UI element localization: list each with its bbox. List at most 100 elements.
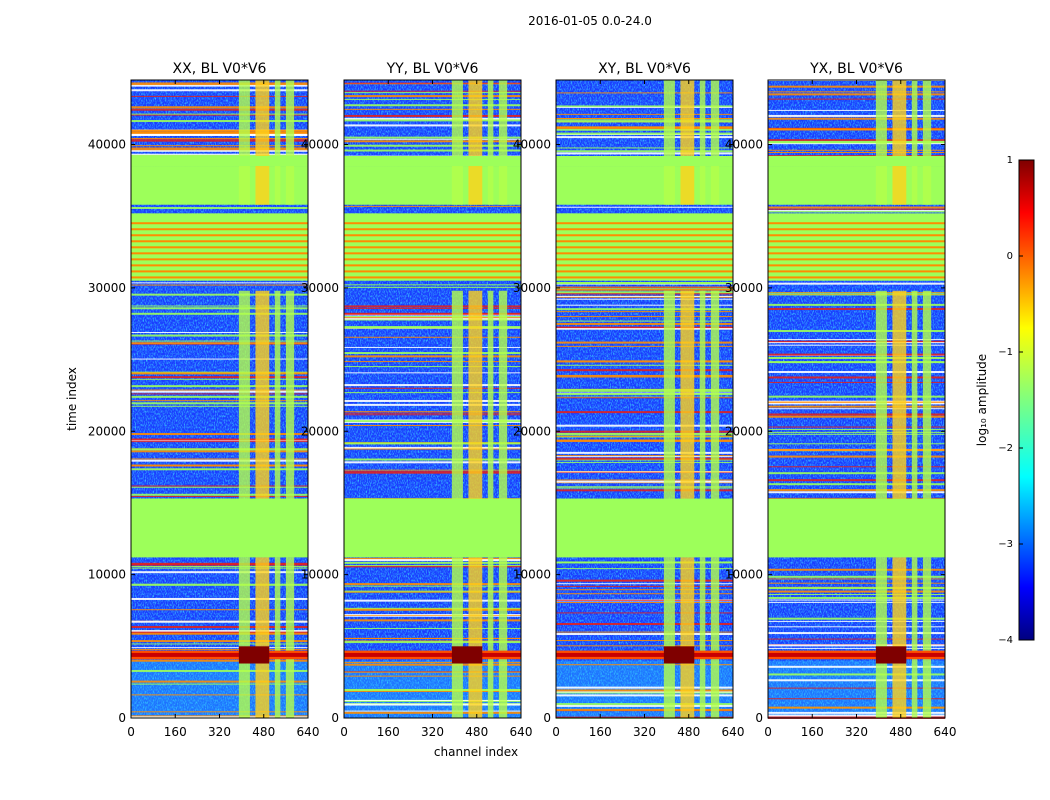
time-streak	[131, 647, 308, 649]
time-streak	[768, 381, 945, 383]
time-streak	[131, 390, 308, 393]
flagged-block	[344, 155, 521, 167]
rfi-band	[498, 290, 508, 499]
rfi-band	[285, 290, 295, 499]
time-streak	[131, 640, 308, 643]
time-streak	[344, 690, 521, 692]
time-streak	[131, 571, 308, 574]
rfi-band	[922, 166, 932, 205]
time-streak	[131, 584, 308, 586]
x-tick-label: 160	[589, 725, 612, 739]
time-streak	[768, 617, 945, 620]
time-streak	[344, 104, 521, 107]
time-streak	[556, 374, 733, 376]
time-streak	[131, 358, 308, 360]
time-streak	[344, 599, 521, 602]
time-streak	[768, 593, 945, 595]
y-tick-label: 0	[543, 711, 551, 725]
time-streak	[768, 356, 945, 359]
time-streak	[131, 566, 308, 568]
time-streak	[556, 291, 733, 294]
rfi-band	[699, 80, 706, 156]
time-streak	[344, 565, 521, 567]
time-streak	[131, 450, 308, 453]
time-streak	[344, 355, 521, 358]
rfi-band	[911, 80, 918, 156]
y-tick-label: 40000	[301, 138, 339, 152]
time-streak	[556, 471, 733, 473]
time-streak	[344, 627, 521, 629]
colorbar-tick-label: 0	[1007, 251, 1013, 262]
time-streak	[131, 669, 308, 672]
colorbar: 1 0 −1 −2 −3 −4 log₁₀ amplitude	[975, 155, 1035, 646]
time-streak	[131, 393, 308, 395]
time-streak	[556, 118, 733, 120]
rfi-band	[274, 80, 281, 156]
time-streak	[768, 587, 945, 590]
heatmap-panel: XY, BL V0*V6 0 160 320 480 640 0 10000 20000 3000…	[513, 61, 745, 739]
rfi-band	[451, 166, 463, 205]
time-streak	[556, 694, 733, 697]
panel-title: XY, BL V0*V6	[598, 61, 691, 77]
time-streak	[768, 590, 945, 593]
rfi-band	[498, 80, 508, 156]
y-tick-label: 0	[755, 711, 763, 725]
time-streak	[131, 305, 308, 307]
time-streak	[556, 375, 733, 378]
bright-band-core	[131, 652, 308, 657]
flagged-block	[131, 155, 308, 167]
time-streak	[131, 307, 308, 310]
flagged-block	[768, 155, 945, 167]
time-streak	[768, 489, 945, 492]
time-streak	[768, 601, 945, 603]
time-streak	[768, 292, 945, 294]
rfi-band	[875, 557, 887, 718]
time-streak	[131, 620, 308, 623]
rfi-band	[663, 290, 675, 499]
flagged-block	[768, 498, 945, 558]
bright-rfi-peak	[663, 646, 695, 664]
time-streak	[131, 562, 308, 565]
time-streak	[344, 124, 521, 127]
rfi-band	[680, 166, 695, 205]
time-streak	[344, 585, 521, 587]
time-streak	[131, 334, 308, 337]
time-streak	[344, 140, 521, 143]
time-streak	[344, 688, 521, 691]
time-streak	[344, 469, 521, 471]
panel-title: XX, BL V0*V6	[173, 61, 267, 77]
time-streak	[768, 401, 945, 403]
time-streak	[768, 294, 945, 296]
time-streak	[556, 393, 733, 396]
time-streak	[556, 326, 733, 329]
time-streak	[131, 567, 308, 569]
time-streak	[768, 413, 945, 416]
time-streak	[556, 430, 733, 433]
time-streak	[556, 286, 733, 288]
time-streak	[768, 415, 945, 418]
rfi-band	[911, 557, 918, 718]
x-tick-label: 320	[845, 725, 868, 739]
time-streak	[131, 120, 308, 123]
x-tick-label: 0	[340, 725, 348, 739]
heatmap-low-band	[131, 660, 308, 718]
time-streak	[344, 640, 521, 642]
rfi-band	[487, 290, 494, 499]
time-streak	[344, 284, 521, 286]
time-streak	[768, 361, 945, 364]
time-streak	[556, 601, 733, 603]
flag-stripe	[556, 252, 733, 255]
flag-stripe	[768, 240, 945, 243]
flag-stripe	[344, 252, 521, 255]
time-streak	[556, 283, 733, 285]
time-streak	[556, 482, 733, 484]
time-streak	[556, 136, 733, 139]
time-streak	[344, 414, 521, 416]
time-streak	[344, 286, 521, 288]
heatmap-panel: YX, BL V0*V6 0 160 320 480 640 0 10000 20000 3000…	[725, 61, 957, 739]
time-streak	[556, 152, 733, 155]
flag-stripe	[768, 252, 945, 255]
time-streak	[344, 316, 521, 318]
flag-stripe	[344, 276, 521, 279]
